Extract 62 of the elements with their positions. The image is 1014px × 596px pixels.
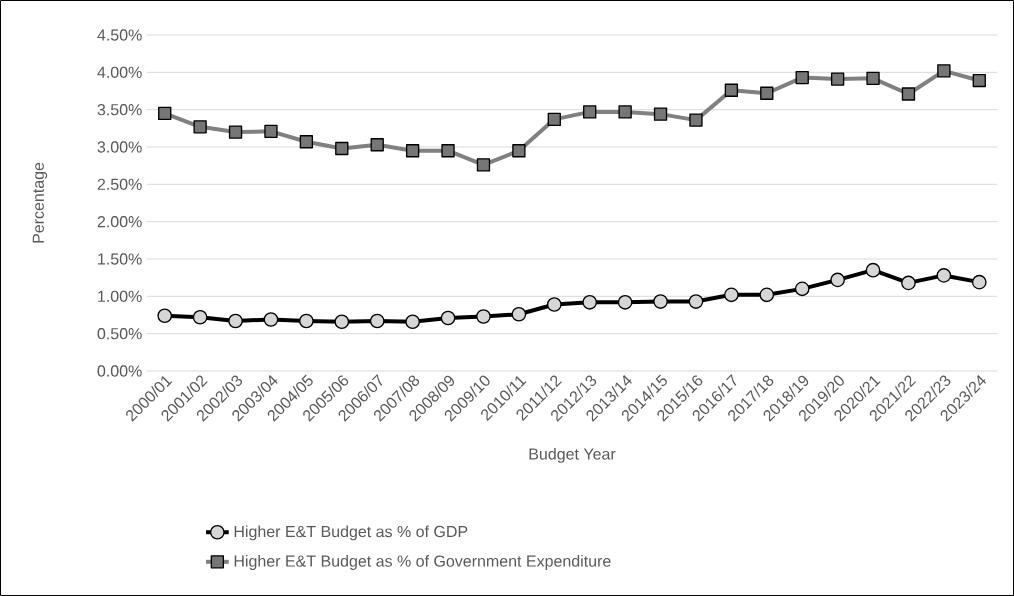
- legend-label: Higher E&T Budget as % of GDP: [234, 525, 468, 541]
- y-tick-label: 4.50%: [97, 29, 142, 41]
- point: [228, 125, 243, 139]
- point: [440, 310, 456, 326]
- y-tick-label: 0.00%: [97, 365, 142, 377]
- point: [192, 309, 208, 325]
- point: [228, 313, 243, 329]
- point: [582, 294, 598, 310]
- point: [936, 268, 952, 283]
- y-tick-label: 1.50%: [98, 253, 142, 265]
- point: [405, 314, 420, 330]
- point: [688, 294, 704, 309]
- point: [476, 158, 491, 172]
- point: [724, 287, 739, 303]
- y-tick-label: 4.00%: [97, 66, 142, 78]
- point: [583, 105, 597, 119]
- point: [193, 120, 207, 134]
- y-tick-label: 2.50%: [97, 178, 142, 190]
- point: [405, 144, 420, 158]
- point: [158, 106, 172, 121]
- point: [901, 87, 916, 101]
- y-tick-label: 3.00%: [97, 141, 142, 153]
- point: [972, 73, 986, 88]
- point: [865, 262, 881, 278]
- point: [653, 294, 668, 309]
- y-tick-label: 3.50%: [97, 104, 142, 116]
- point: [901, 275, 916, 291]
- point: [547, 112, 561, 127]
- point: [760, 86, 774, 100]
- point: [441, 144, 455, 158]
- point: [724, 83, 739, 97]
- point: [653, 107, 668, 121]
- point: [617, 294, 633, 310]
- point: [370, 138, 384, 152]
- legend-label: Higher E&T Budget as % of Government Expenditure: [234, 555, 611, 570]
- y-axis-title: Percentage: [32, 162, 48, 243]
- point: [830, 72, 845, 86]
- point: [157, 308, 173, 324]
- point: [866, 71, 880, 85]
- point: [618, 105, 632, 119]
- y-tick-label: 2.00%: [97, 216, 142, 228]
- y-tick-label: 1.00%: [98, 290, 142, 302]
- point: [794, 281, 810, 297]
- point: [795, 70, 809, 85]
- point: [334, 314, 350, 330]
- point: [299, 313, 314, 329]
- point: [369, 313, 385, 329]
- point: [546, 297, 562, 312]
- point: [299, 135, 314, 149]
- y-tick-label: 0.50%: [97, 328, 142, 340]
- point: [512, 144, 526, 158]
- point: [759, 287, 775, 303]
- point: [263, 312, 279, 327]
- point: [689, 113, 703, 127]
- point: [335, 141, 349, 156]
- point: [830, 272, 845, 288]
- point: [264, 124, 278, 138]
- point: [476, 309, 491, 324]
- point: [937, 64, 951, 78]
- point: [971, 274, 987, 290]
- point: [511, 306, 527, 322]
- x-axis-title: Budget Year: [529, 447, 616, 463]
